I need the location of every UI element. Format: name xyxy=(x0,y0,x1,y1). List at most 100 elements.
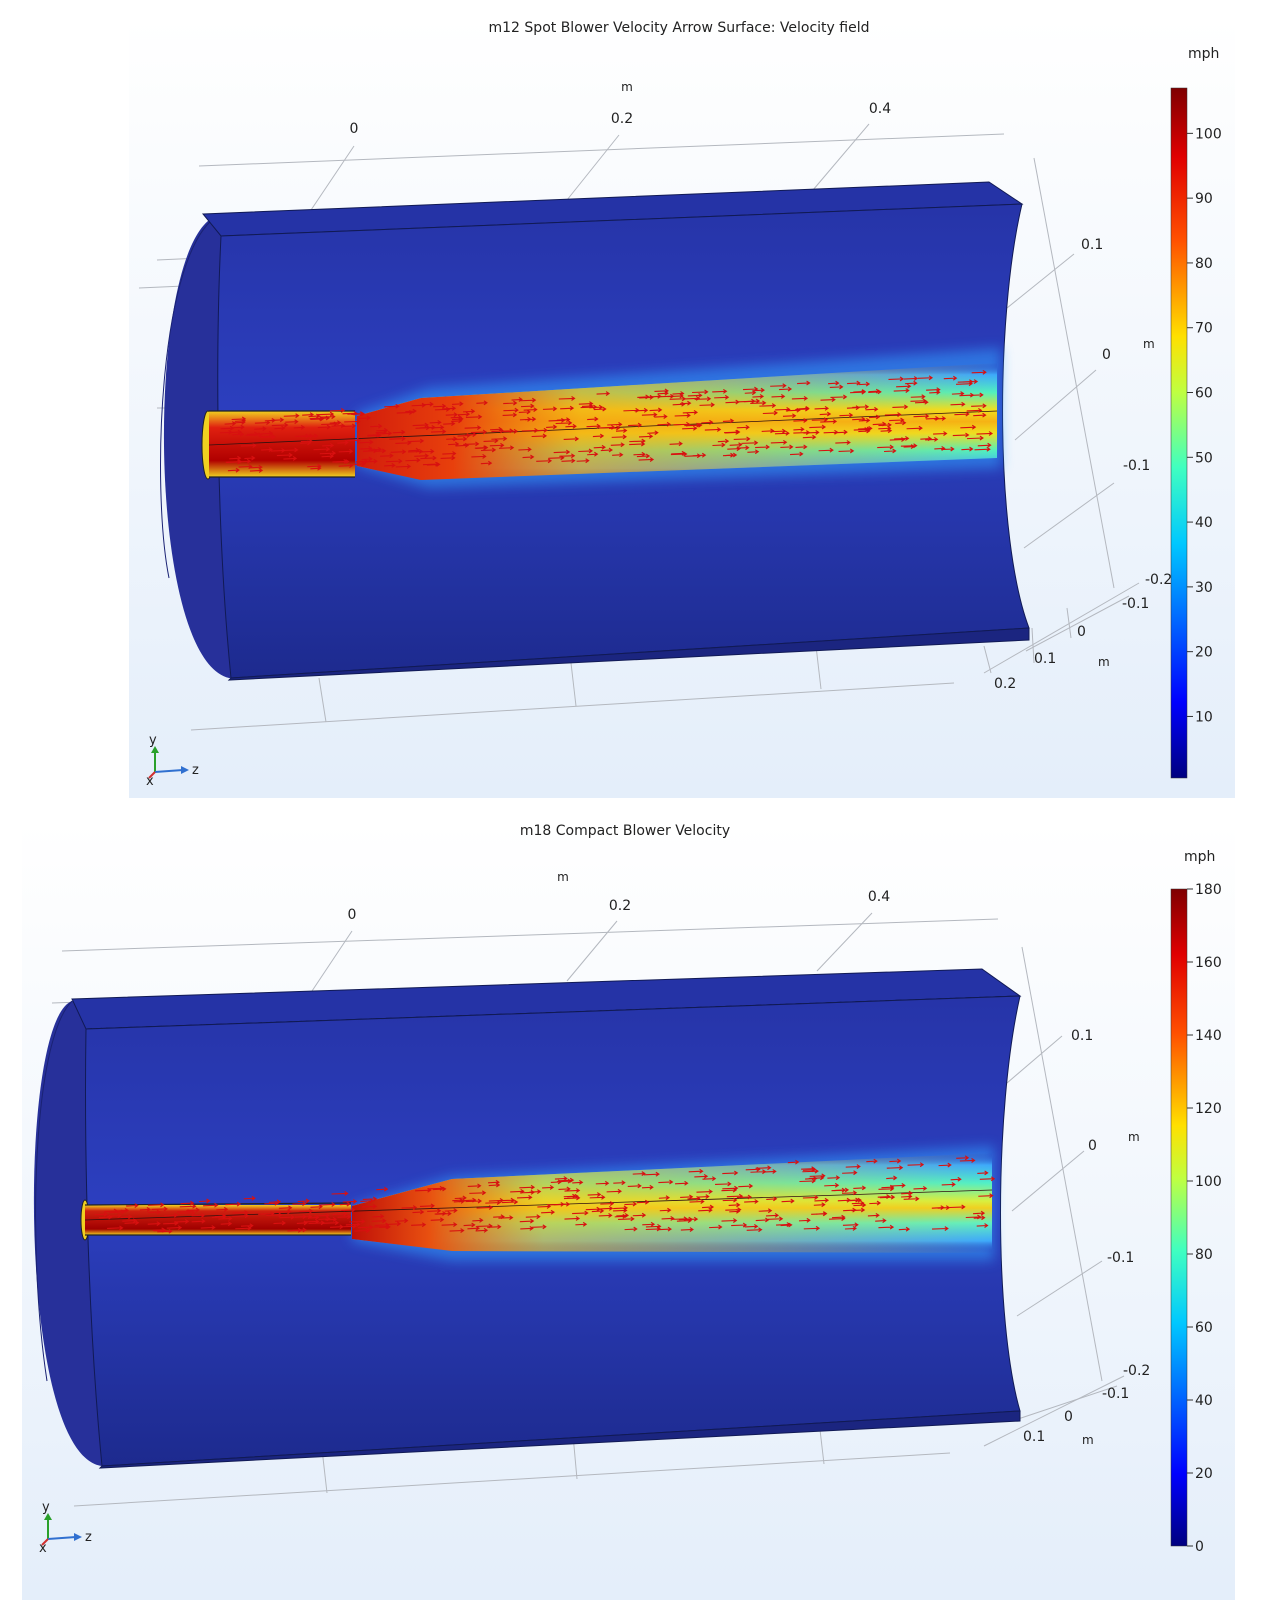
velocity-arrow xyxy=(564,1216,581,1221)
velocity-arrow xyxy=(384,403,400,409)
velocity-arrow xyxy=(351,411,366,417)
velocity-arrow xyxy=(503,400,518,406)
velocity-arrow xyxy=(346,437,362,443)
velocity-arrow xyxy=(674,413,691,418)
z-tick-label: 0.4 xyxy=(869,101,891,117)
velocity-arrow xyxy=(669,441,683,447)
velocity-arrow xyxy=(978,1193,994,1199)
velocity-arrow xyxy=(892,404,909,410)
velocity-arrow xyxy=(107,1225,124,1231)
velocity-arrow xyxy=(654,414,668,419)
velocity-arrow xyxy=(879,1194,896,1200)
velocity-arrow xyxy=(758,1208,773,1214)
velocity-arrow xyxy=(636,1199,650,1205)
y-axis-unit: m xyxy=(1128,1130,1140,1144)
x-tick-label: -0.1 xyxy=(1102,1386,1129,1402)
velocity-arrow xyxy=(886,1165,904,1171)
velocity-arrow xyxy=(971,403,987,409)
velocity-arrow xyxy=(314,1212,330,1218)
velocity-arrow xyxy=(450,414,463,420)
velocity-arrow xyxy=(736,1194,752,1200)
velocity-arrow xyxy=(779,386,793,392)
velocity-arrow xyxy=(767,1216,784,1222)
colorbar-tick-label: 60 xyxy=(1195,386,1213,402)
velocity-arrow xyxy=(589,1194,606,1200)
velocity-arrow xyxy=(559,453,576,459)
velocity-arrow xyxy=(926,387,941,393)
velocity-arrow xyxy=(658,1179,674,1185)
velocity-arrow xyxy=(774,430,790,436)
velocity-arrow xyxy=(558,1186,571,1192)
velocity-arrow xyxy=(802,1168,819,1174)
velocity-arrow xyxy=(541,1209,556,1215)
velocity-arrow xyxy=(575,1221,588,1227)
velocity-arrow xyxy=(903,376,919,381)
velocity-arrow xyxy=(179,1203,197,1209)
velocity-arrow xyxy=(729,1208,741,1214)
velocity-arrow xyxy=(702,1176,717,1182)
velocity-arrow xyxy=(191,1218,206,1224)
velocity-arrow xyxy=(300,438,313,444)
velocity-arrow xyxy=(244,455,256,461)
velocity-arrow xyxy=(319,450,337,456)
velocity-arrow xyxy=(287,1227,303,1233)
velocity-arrow xyxy=(886,1175,898,1181)
velocity-arrow xyxy=(925,436,939,442)
velocity-arrow xyxy=(372,1213,385,1219)
velocity-arrow xyxy=(523,407,538,413)
velocity-arrow xyxy=(249,464,263,470)
velocity-arrow xyxy=(585,1206,601,1212)
colorbar-ticks: 0 20 40 60 80 100 120 140 160 180 xyxy=(1187,882,1222,1555)
y-tick-label: 0.1 xyxy=(1071,1028,1093,1044)
velocity-arrow xyxy=(851,1207,866,1213)
velocity-arrow xyxy=(973,1215,986,1221)
velocity-arrow xyxy=(595,1180,610,1186)
velocity-arrow xyxy=(518,447,532,452)
velocity-arrow xyxy=(264,417,276,423)
velocity-arrow xyxy=(976,431,994,436)
colorbar-tick-label: 70 xyxy=(1195,321,1213,337)
velocity-arrow xyxy=(606,1188,622,1194)
velocity-arrow xyxy=(896,383,912,389)
velocity-arrow xyxy=(952,432,970,438)
velocity-arrow xyxy=(339,1201,351,1207)
velocity-arrow xyxy=(795,444,808,450)
velocity-arrow xyxy=(593,444,606,450)
velocity-arrow xyxy=(200,1225,216,1230)
velocity-arrow xyxy=(722,1197,738,1203)
velocity-arrow xyxy=(913,413,930,419)
velocity-arrow xyxy=(191,1212,206,1218)
velocity-arrow xyxy=(877,1194,891,1200)
velocity-arrow xyxy=(722,1185,739,1191)
velocity-arrow xyxy=(556,417,571,423)
velocity-arrow xyxy=(797,380,811,386)
velocity-arrow xyxy=(913,1185,928,1191)
velocity-arrow xyxy=(672,401,686,407)
x-axis-unit: m xyxy=(1082,1433,1094,1447)
velocity-arrow xyxy=(647,430,659,436)
velocity-arrow xyxy=(357,439,374,445)
velocity-arrow xyxy=(434,1211,447,1216)
velocity-arrow xyxy=(390,449,407,455)
velocity-arrow xyxy=(332,1211,348,1217)
velocity-arrow xyxy=(680,1227,694,1232)
velocity-arrow xyxy=(341,1207,356,1213)
velocity-arrow xyxy=(442,451,457,456)
velocity-arrow xyxy=(614,1213,627,1219)
velocity-arrow xyxy=(283,413,300,419)
velocity-arrow xyxy=(954,411,970,417)
velocity-arrow xyxy=(470,429,488,435)
axis-triad: y z x xyxy=(39,1500,92,1556)
velocity-arrow xyxy=(388,1221,402,1227)
velocity-arrow xyxy=(884,412,902,417)
velocity-arrow xyxy=(225,1201,242,1207)
velocity-arrow xyxy=(519,1184,536,1190)
velocity-arrow xyxy=(941,446,955,452)
plot-panel-m12: m12 Spot Blower Velocity Arrow Surface: … xyxy=(129,18,1235,798)
velocity-arrow xyxy=(472,1217,484,1223)
velocity-arrow xyxy=(752,394,765,399)
velocity-arrow xyxy=(971,369,987,375)
velocity-arrow xyxy=(675,1180,689,1186)
velocity-arrow xyxy=(941,1182,956,1187)
velocity-arrow xyxy=(442,405,457,411)
